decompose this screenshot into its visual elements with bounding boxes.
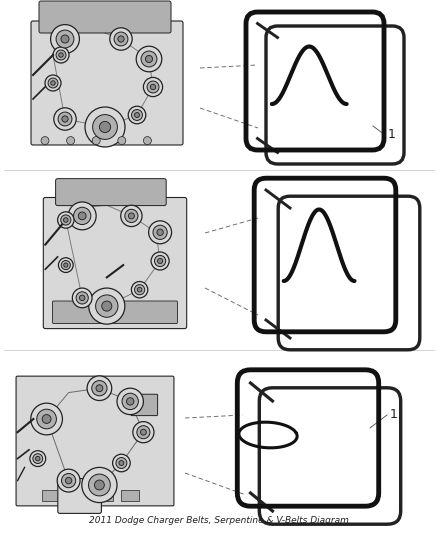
Circle shape [145, 55, 152, 62]
Circle shape [157, 229, 163, 236]
FancyBboxPatch shape [56, 179, 166, 206]
Circle shape [76, 292, 88, 304]
Circle shape [113, 454, 130, 472]
Circle shape [88, 474, 110, 496]
Circle shape [136, 46, 162, 72]
Circle shape [62, 116, 68, 122]
Circle shape [64, 263, 68, 267]
Circle shape [48, 78, 58, 88]
Circle shape [118, 36, 124, 42]
Circle shape [58, 112, 72, 126]
Circle shape [125, 209, 138, 222]
Circle shape [35, 456, 40, 461]
FancyBboxPatch shape [43, 198, 187, 329]
Circle shape [122, 393, 138, 409]
Circle shape [54, 108, 76, 130]
Circle shape [61, 473, 76, 488]
Bar [95, 490, 113, 501]
Circle shape [95, 480, 104, 490]
Circle shape [143, 77, 162, 96]
FancyBboxPatch shape [31, 21, 183, 145]
Circle shape [61, 215, 71, 225]
Circle shape [31, 403, 63, 435]
Circle shape [137, 287, 142, 292]
Circle shape [133, 422, 154, 443]
Circle shape [151, 252, 169, 270]
Circle shape [150, 84, 155, 90]
Circle shape [92, 115, 117, 140]
Circle shape [42, 415, 51, 423]
FancyBboxPatch shape [16, 376, 174, 506]
Circle shape [72, 288, 92, 308]
Bar [69, 490, 86, 501]
Text: 1: 1 [388, 128, 396, 141]
Circle shape [56, 50, 66, 60]
Circle shape [61, 35, 69, 43]
Circle shape [158, 259, 162, 263]
Circle shape [51, 25, 79, 53]
Bar [121, 490, 139, 501]
FancyBboxPatch shape [58, 479, 102, 513]
Circle shape [99, 122, 111, 133]
Circle shape [96, 385, 103, 392]
Circle shape [68, 202, 96, 230]
FancyBboxPatch shape [131, 394, 158, 416]
Circle shape [137, 426, 150, 439]
Circle shape [116, 457, 127, 469]
Circle shape [153, 225, 167, 239]
FancyBboxPatch shape [39, 1, 171, 33]
Circle shape [79, 295, 85, 301]
Circle shape [131, 110, 142, 120]
FancyBboxPatch shape [53, 301, 177, 324]
Circle shape [141, 429, 146, 435]
Circle shape [128, 213, 134, 219]
Circle shape [128, 106, 146, 124]
Text: 2011 Dodge Charger Belts, Serpentine & V-Belts Diagram: 2011 Dodge Charger Belts, Serpentine & V… [89, 516, 349, 525]
Circle shape [117, 388, 143, 415]
Circle shape [41, 136, 49, 144]
Circle shape [53, 47, 69, 63]
Circle shape [51, 81, 55, 85]
Circle shape [37, 409, 57, 429]
Circle shape [78, 212, 86, 220]
Circle shape [141, 51, 157, 67]
Circle shape [143, 136, 152, 144]
Circle shape [95, 295, 118, 317]
Circle shape [58, 212, 74, 228]
Circle shape [65, 478, 72, 484]
Circle shape [134, 112, 139, 117]
Circle shape [33, 454, 43, 464]
Circle shape [30, 451, 46, 466]
Circle shape [131, 281, 148, 298]
Circle shape [58, 258, 73, 272]
Circle shape [102, 301, 112, 311]
Circle shape [56, 30, 74, 48]
Text: 1: 1 [390, 408, 398, 422]
Circle shape [110, 28, 132, 50]
Bar [42, 490, 60, 501]
Circle shape [118, 136, 126, 144]
Circle shape [74, 207, 91, 224]
Circle shape [61, 261, 71, 270]
Circle shape [147, 81, 159, 93]
Circle shape [89, 288, 125, 324]
Circle shape [82, 467, 117, 503]
Circle shape [155, 255, 166, 266]
Circle shape [148, 221, 172, 244]
Circle shape [92, 136, 100, 144]
Circle shape [114, 32, 128, 46]
Circle shape [127, 398, 134, 405]
Circle shape [85, 107, 125, 147]
Circle shape [59, 53, 63, 57]
Circle shape [119, 461, 124, 465]
Circle shape [92, 381, 107, 396]
Circle shape [134, 285, 145, 295]
Circle shape [87, 376, 112, 400]
Circle shape [67, 136, 74, 144]
Circle shape [64, 217, 68, 222]
Circle shape [57, 469, 80, 492]
Circle shape [45, 75, 61, 91]
Circle shape [121, 205, 142, 227]
